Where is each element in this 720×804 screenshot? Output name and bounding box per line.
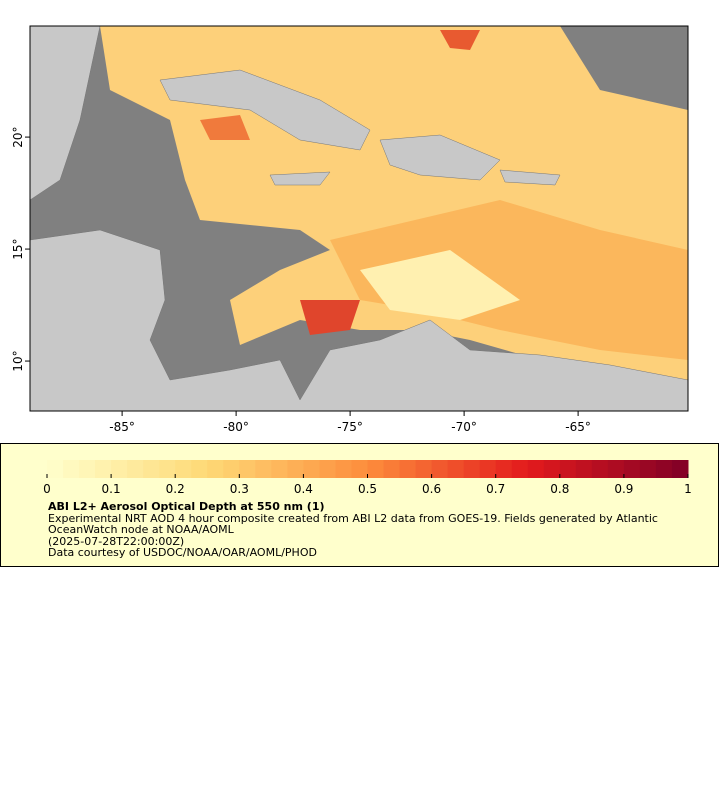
- colorbar-cell: [335, 460, 352, 478]
- colorbar-cell: [351, 460, 368, 478]
- colorbar-tick-label: 0.5: [358, 482, 377, 496]
- colorbar-tick-label: 0.8: [550, 482, 569, 496]
- colorbar-cell: [223, 460, 240, 478]
- map-frame: [29, 25, 689, 412]
- x-tick-label: -70°: [451, 420, 477, 434]
- colorbar-cell: [191, 460, 208, 478]
- colorbar-cell: [95, 460, 112, 478]
- colorbar-cell: [175, 460, 192, 478]
- colorbar-cell: [639, 460, 657, 478]
- colorbar-cell: [159, 460, 176, 478]
- colorbar-cell: [319, 460, 336, 478]
- aerosol-field: [100, 26, 688, 380]
- colorbar-cell: [367, 460, 385, 478]
- colorbar-cell: [575, 460, 593, 478]
- colorbar-cell: [239, 460, 256, 478]
- x-tick-label: -85°: [109, 420, 135, 434]
- colorbar-cell: [271, 460, 288, 478]
- legend-title: ABI L2+ Aerosol Optical Depth at 550 nm …: [48, 500, 325, 513]
- colorbar-tick-label: 0: [43, 482, 51, 496]
- colorbar-tick-label: 0.2: [166, 482, 185, 496]
- colorbar-cell: [543, 460, 561, 478]
- colorbar-cell: [111, 460, 128, 478]
- land: [29, 25, 689, 412]
- colorbar-tick-label: 0.7: [486, 482, 505, 496]
- map: [29, 25, 689, 412]
- colorbar-tick-label: 0.1: [102, 482, 121, 496]
- colorbar-cell: [399, 460, 417, 478]
- colorbar-cell: [143, 460, 160, 478]
- legend-note: OceanWatch node at NOAA/AOML: [48, 523, 235, 536]
- colorbar-cell: [655, 460, 673, 478]
- colorbar-cell: [671, 460, 689, 478]
- colorbar-cell: [447, 460, 465, 478]
- colorbar-cell: [591, 460, 609, 478]
- colorbar-tick-label: 1: [684, 482, 692, 496]
- colorbar-cell: [287, 460, 304, 478]
- colorbar-cell: [415, 460, 433, 478]
- colorbar-cell: [527, 460, 545, 478]
- colorbar-cell: [255, 460, 272, 478]
- legend-note: Experimental NRT AOD 4 hour composite cr…: [48, 512, 658, 525]
- colorbar-cell: [607, 460, 625, 478]
- x-tick-label: -65°: [565, 420, 591, 434]
- colorbar-cell: [63, 460, 80, 478]
- colorbar-tick-label: 0.9: [614, 482, 633, 496]
- colorbar-cell: [79, 460, 96, 478]
- colorbar-cell: [207, 460, 224, 478]
- colorbar-cell: [431, 460, 449, 478]
- colorbar-cell: [623, 460, 641, 478]
- x-tick-label: -75°: [337, 420, 363, 434]
- colorbar-cell: [383, 460, 401, 478]
- colorbar-cell: [47, 460, 64, 478]
- colorbar-cell: [127, 460, 144, 478]
- x-tick-label: -80°: [223, 420, 249, 434]
- colorbar-cell: [559, 460, 577, 478]
- colorbar-tick-label: 0.3: [230, 482, 249, 496]
- y-tick-label: 15°: [11, 238, 25, 259]
- colorbar-cell: [479, 460, 497, 478]
- colorbar-cell: [495, 460, 513, 478]
- colorbar-tick-label: 0.4: [294, 482, 313, 496]
- colorbar-cell: [463, 460, 481, 478]
- legend-note: (2025-07-28T22:00:00Z): [48, 535, 184, 548]
- legend-note: Data courtesy of USDOC/NOAA/OAR/AOML/PHO…: [48, 546, 317, 559]
- colorbar-tick-label: 0.6: [422, 482, 441, 496]
- colorbar-cell: [511, 460, 529, 478]
- y-tick-label: 10°: [11, 350, 25, 371]
- y-tick-label: 20°: [11, 126, 25, 147]
- colorbar-cell: [303, 460, 320, 478]
